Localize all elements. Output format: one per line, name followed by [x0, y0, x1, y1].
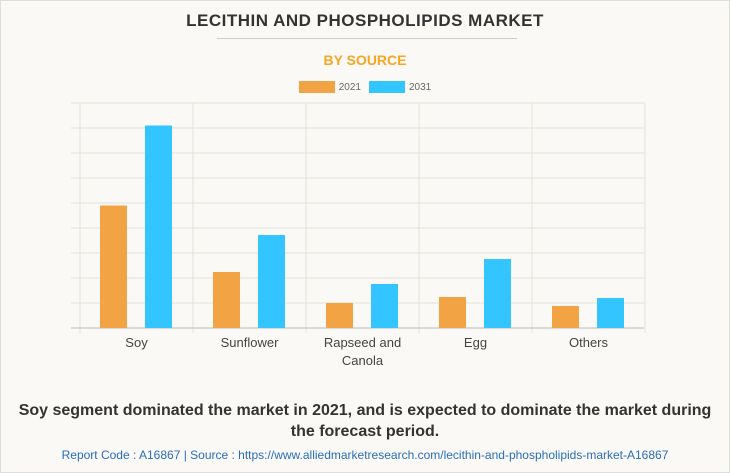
legend: 2021 2031 [1, 81, 729, 93]
x-tick-label: Rapseed and Canola [324, 335, 401, 368]
legend-swatch-2031 [369, 81, 405, 93]
bar-egg-2031 [484, 259, 511, 328]
plot-area: Soy Sunflower Rapseed and Canola Egg Others [71, 102, 646, 368]
bar-rapseed-and-canola-2021 [326, 303, 353, 328]
x-tick-label: Sunflower [221, 335, 279, 350]
bar-sunflower-2021 [213, 272, 240, 328]
bar-rapseed-and-canola-2031 [371, 284, 398, 328]
bar-sunflower-2031 [258, 235, 285, 328]
chart-subtitle: BY SOURCE [323, 52, 407, 68]
legend-item-2031[interactable]: 2031 [369, 81, 431, 93]
legend-label-2021: 2021 [338, 81, 361, 93]
x-tick-label: Egg [464, 335, 487, 350]
legend-label-2031: 2031 [409, 81, 432, 93]
x-tick-label: Others [569, 335, 609, 350]
legend-item-2021[interactable]: 2021 [298, 81, 361, 93]
title-divider [217, 38, 517, 39]
bar-soy-2021 [100, 205, 127, 328]
chart-caption: Soy segment dominated the market in 2021… [18, 402, 712, 440]
x-tick-label: Soy [125, 335, 148, 350]
bar-egg-2021 [439, 297, 466, 328]
chart-title: LECITHIN AND PHOSPHOLIPIDS MARKET [186, 11, 544, 30]
source-footer[interactable]: Report Code : A16867 | Source : https://… [61, 448, 669, 462]
bar-soy-2031 [145, 125, 172, 328]
bar-others-2021 [552, 306, 579, 328]
bar-others-2031 [597, 298, 624, 328]
legend-swatch-2021 [298, 81, 335, 93]
